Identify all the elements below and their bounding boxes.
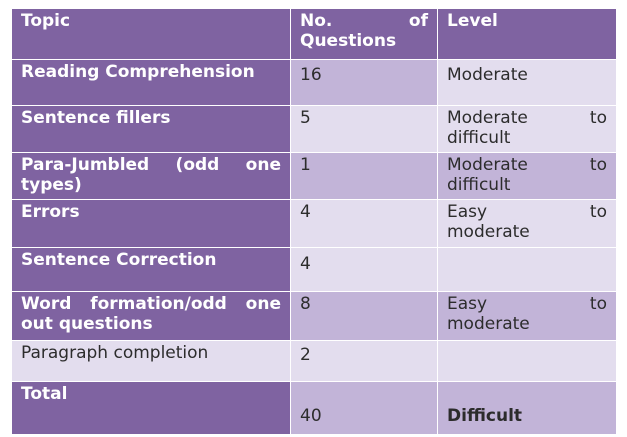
topic-cell: Para-Jumbled (odd one types) bbox=[12, 153, 291, 199]
level-cell: Moderate to difficult bbox=[438, 106, 616, 152]
table-header-row: Topic No. of Questions Level bbox=[12, 9, 616, 60]
topic-cell: Reading Comprehension bbox=[12, 60, 291, 105]
count-cell: 4 bbox=[291, 200, 438, 247]
topic-text: Paragraph completion bbox=[21, 343, 209, 363]
header-questions: No. of Questions bbox=[291, 9, 438, 59]
level-line1: Easy to bbox=[447, 294, 607, 314]
header-questions-line1: No. of bbox=[300, 11, 428, 31]
topic-cell: Paragraph completion bbox=[12, 341, 291, 381]
level-line2: moderate bbox=[447, 314, 530, 334]
level-line1: Easy to bbox=[447, 202, 607, 222]
count-cell: 16 bbox=[291, 60, 438, 105]
total-count-cell: 40 bbox=[291, 382, 438, 434]
level-cell bbox=[438, 248, 616, 291]
topic-cell: Sentence fillers bbox=[12, 106, 291, 152]
table-row: Paragraph completion 2 bbox=[12, 341, 616, 382]
level-cell: Easy to moderate bbox=[438, 292, 616, 340]
topic-line1: Word formation/odd one bbox=[21, 294, 281, 314]
topic-line2: out questions bbox=[21, 314, 153, 334]
table-row: Para-Jumbled (odd one types) 1 Moderate … bbox=[12, 153, 616, 200]
topic-text: Sentence Correction bbox=[21, 250, 217, 270]
topic-text: Sentence fillers bbox=[21, 108, 171, 128]
table-row: Sentence Correction 4 bbox=[12, 248, 616, 292]
count-cell: 5 bbox=[291, 106, 438, 152]
count-cell: 4 bbox=[291, 248, 438, 291]
total-label: Total bbox=[21, 384, 68, 404]
count-cell: 8 bbox=[291, 292, 438, 340]
topic-line2: types) bbox=[21, 175, 82, 195]
topic-text: Errors bbox=[21, 202, 80, 222]
level-cell bbox=[438, 341, 616, 381]
total-row: Total 40 Difficult bbox=[12, 382, 616, 434]
topic-cell: Word formation/odd one out questions bbox=[12, 292, 291, 340]
topic-text: Reading Comprehension bbox=[21, 62, 255, 82]
level-line1: Moderate to bbox=[447, 155, 607, 175]
header-questions-line2: Questions bbox=[300, 31, 397, 51]
level-line2: difficult bbox=[447, 128, 511, 148]
total-label-cell: Total bbox=[12, 382, 291, 434]
total-level-cell: Difficult bbox=[438, 382, 616, 434]
header-topic: Topic bbox=[12, 9, 291, 59]
topic-cell: Sentence Correction bbox=[12, 248, 291, 291]
table-row: Errors 4 Easy to moderate bbox=[12, 200, 616, 248]
level-cell: Moderate bbox=[438, 60, 616, 105]
table-row: Word formation/odd one out questions 8 E… bbox=[12, 292, 616, 341]
level-line2: difficult bbox=[447, 175, 511, 195]
header-level: Level bbox=[438, 9, 616, 59]
level-cell: Easy to moderate bbox=[438, 200, 616, 247]
topic-line1: Para-Jumbled (odd one bbox=[21, 155, 281, 175]
table-row: Reading Comprehension 16 Moderate bbox=[12, 60, 616, 106]
count-cell: 2 bbox=[291, 341, 438, 381]
table-row: Sentence fillers 5 Moderate to difficult bbox=[12, 106, 616, 153]
topic-cell: Errors bbox=[12, 200, 291, 247]
level-line2: moderate bbox=[447, 222, 530, 242]
topics-table: Topic No. of Questions Level Reading Com… bbox=[12, 9, 616, 434]
count-cell: 1 bbox=[291, 153, 438, 199]
level-cell: Moderate to difficult bbox=[438, 153, 616, 199]
level-line1: Moderate to bbox=[447, 108, 607, 128]
